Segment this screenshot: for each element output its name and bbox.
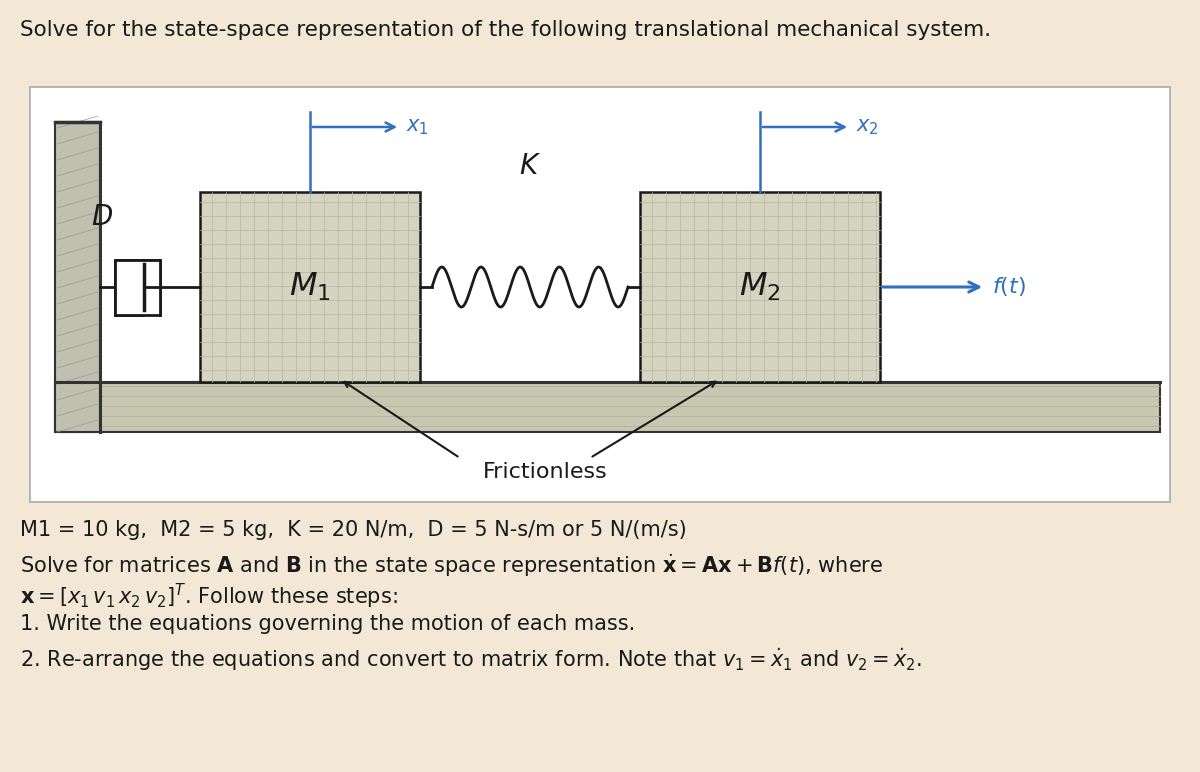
Text: $x_2$: $x_2$ bbox=[856, 117, 878, 137]
Text: M1 = 10 kg,  M2 = 5 kg,  K = 20 N/m,  D = 5 N-s/m or 5 N/(m/s): M1 = 10 kg, M2 = 5 kg, K = 20 N/m, D = 5… bbox=[20, 520, 686, 540]
Bar bbox=[55, 122, 100, 432]
Bar bbox=[640, 192, 880, 382]
Bar bbox=[200, 192, 420, 382]
Text: 1. Write the equations governing the motion of each mass.: 1. Write the equations governing the mot… bbox=[20, 614, 635, 634]
Text: $x_1$: $x_1$ bbox=[406, 117, 428, 137]
Text: 2. Re-arrange the equations and convert to matrix form. Note that $v_1 = \dot{x}: 2. Re-arrange the equations and convert … bbox=[20, 646, 922, 672]
Text: $\mathbf{x} = [x_1\,v_1\,x_2\,v_2]^T$. Follow these steps:: $\mathbf{x} = [x_1\,v_1\,x_2\,v_2]^T$. F… bbox=[20, 582, 397, 611]
Bar bbox=[55, 382, 1160, 432]
Text: Solve for matrices $\mathbf{A}$ and $\mathbf{B}$ in the state space representati: Solve for matrices $\mathbf{A}$ and $\ma… bbox=[20, 552, 883, 579]
Text: $D$: $D$ bbox=[91, 203, 114, 231]
Bar bbox=[30, 87, 1170, 502]
Text: $M_1$: $M_1$ bbox=[289, 271, 331, 303]
Text: $M_2$: $M_2$ bbox=[739, 271, 781, 303]
Text: Frictionless: Frictionless bbox=[482, 462, 607, 482]
Text: Solve for the state-space representation of the following translational mechanic: Solve for the state-space representation… bbox=[20, 20, 991, 40]
Text: $K$: $K$ bbox=[518, 152, 541, 180]
Bar bbox=[115, 259, 160, 314]
Text: $f(t)$: $f(t)$ bbox=[992, 276, 1026, 299]
